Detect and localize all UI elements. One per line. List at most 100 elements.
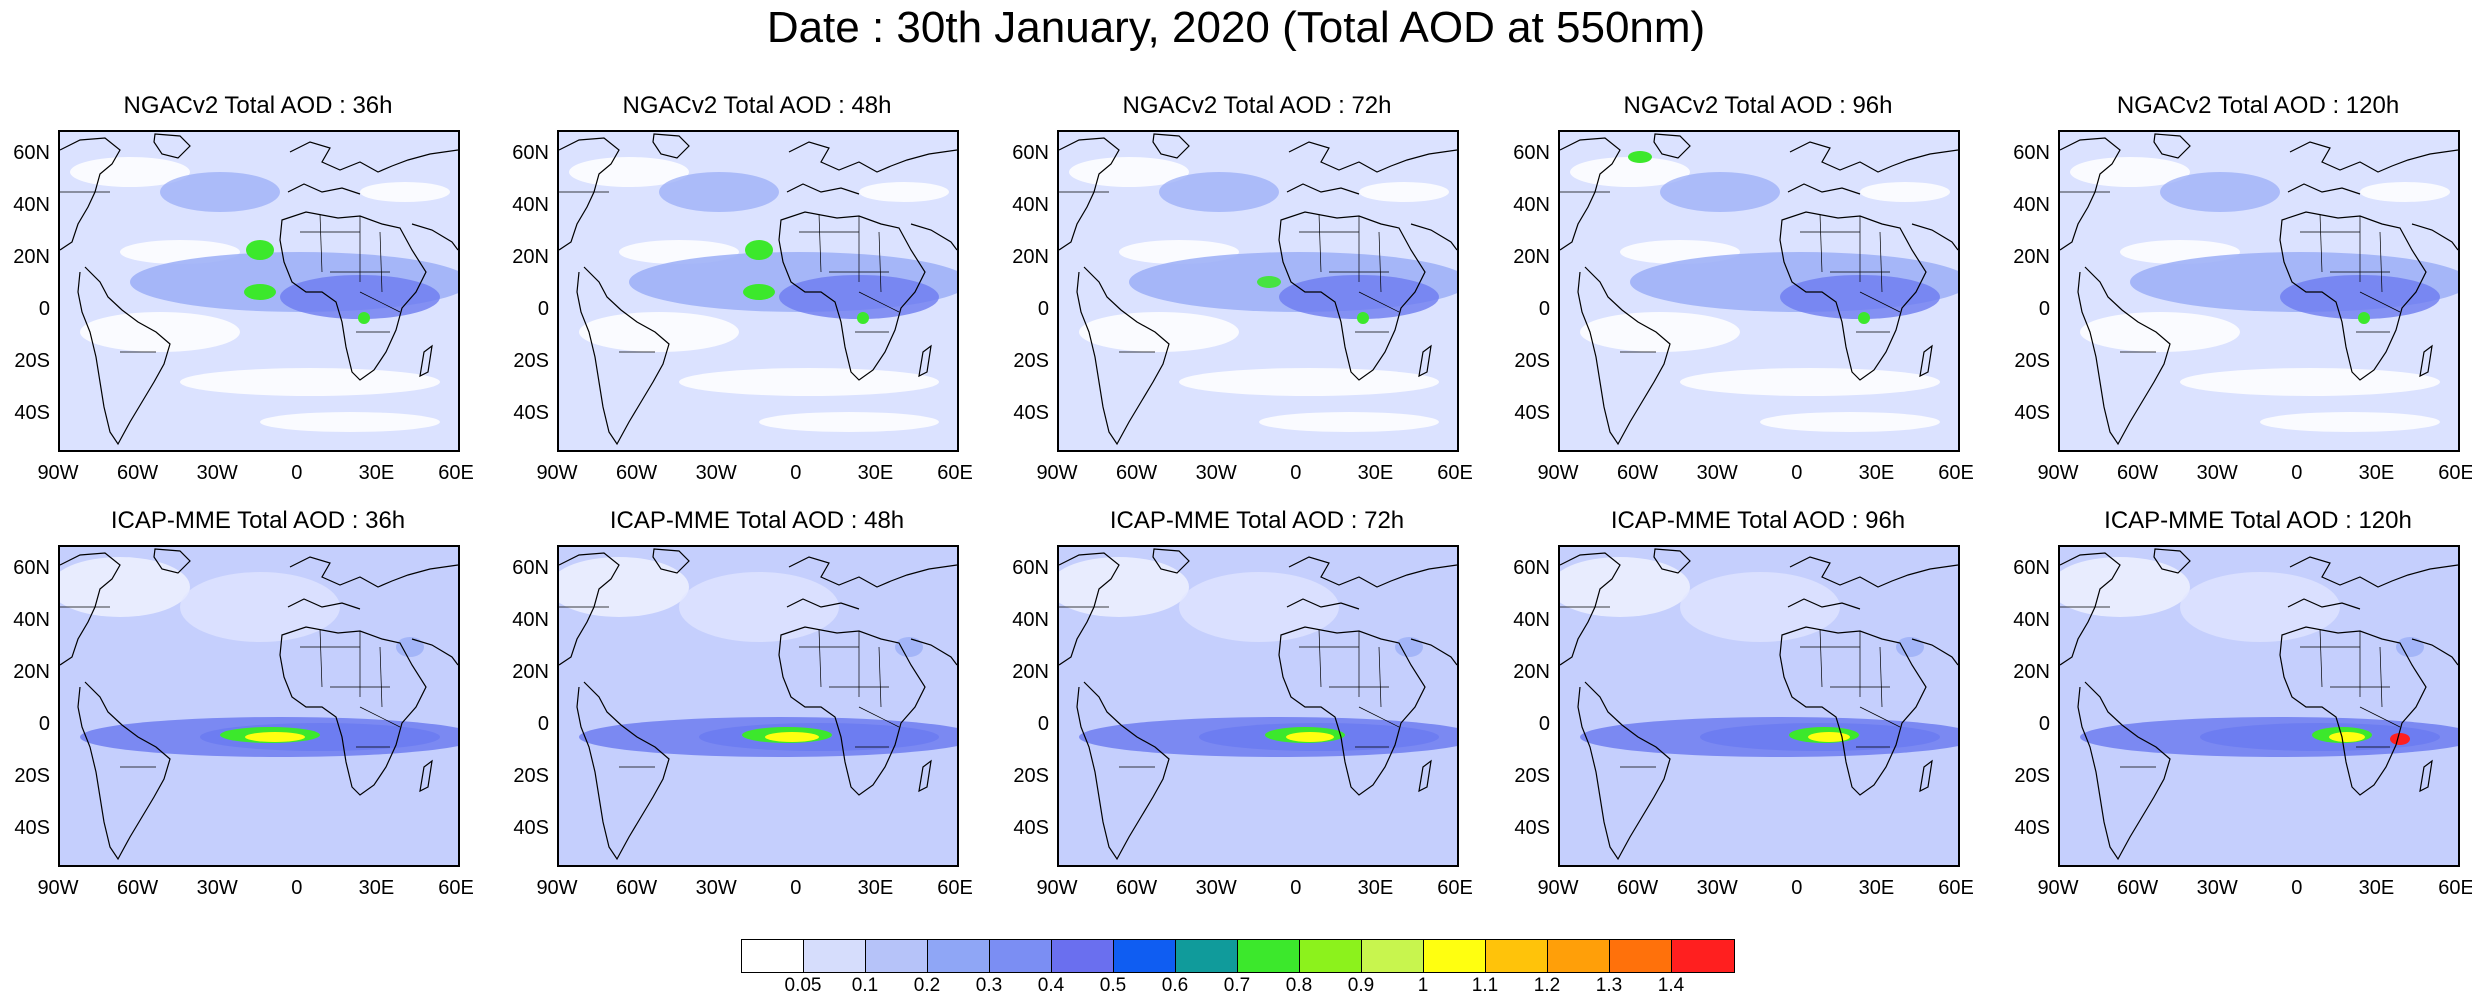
lat-tick-label: 40S [1514,817,1550,839]
lat-tick-label: 60N [13,142,50,164]
lon-tick-label: 30W [2196,462,2238,484]
colorbar-swatch [1238,940,1300,972]
colorbar-tick-label: 1 [1417,975,1429,996]
lon-tick-label: 30W [695,462,737,484]
lat-tick-label: 20N [512,661,549,683]
colorbar-swatch [804,940,866,972]
colorbar-swatch [866,940,928,972]
lon-tick-label: 90W [2037,877,2079,899]
lon-tick-label: 0 [2291,877,2303,899]
lat-tick-label: 60N [1012,557,1049,579]
lon-tick-label: 0 [1290,877,1302,899]
lat-tick-label: 60N [2013,557,2050,579]
lat-tick-label: 20S [14,765,50,787]
lon-tick-label: 30E [358,877,395,899]
lat-tick-label: 20S [1013,765,1049,787]
colorbar-tick-label: 1.2 [1533,975,1561,996]
lat-tick-label: 20N [1012,661,1049,683]
lon-tick-label: 60W [1617,877,1659,899]
lat-tick-label: 0 [1538,713,1550,735]
lon-tick-label: 30E [1858,462,1895,484]
lon-tick-label: 30W [196,462,238,484]
lat-tick-label: 20S [513,350,549,372]
lat-tick-label: 20S [1514,350,1550,372]
lon-tick-label: 30W [1696,877,1738,899]
colorbar-tick-label: 0.8 [1285,975,1313,996]
lon-tick-label: 90W [1036,877,1078,899]
panel-title: ICAP-MME Total AOD : 36h [110,507,406,534]
lon-tick-label: 60W [616,877,658,899]
colorbar-swatch [1610,940,1672,972]
lat-tick-label: 20N [13,661,50,683]
aod-map [58,545,460,867]
lat-tick-label: 40S [513,817,549,839]
lat-tick-label: 20S [2014,350,2050,372]
lon-tick-label: 60W [1116,462,1158,484]
aod-map [557,130,959,452]
lon-tick-label: 30E [857,877,894,899]
colorbar-swatch [1114,940,1176,972]
aod-map [1057,130,1459,452]
lon-tick-label: 60E [1938,877,1974,899]
lon-tick-label: 30W [1195,462,1237,484]
lon-tick-label: 30W [695,877,737,899]
lat-tick-label: 40N [512,609,549,631]
lat-tick-label: 40N [13,194,50,216]
lat-tick-label: 40N [1012,609,1049,631]
colorbar-swatch [742,940,804,972]
lon-tick-label: 30E [1357,877,1394,899]
panel-title: ICAP-MME Total AOD : 96h [1610,507,1906,534]
lat-tick-label: 20N [2013,661,2050,683]
lat-tick-label: 40N [512,194,549,216]
colorbar-swatch [928,940,990,972]
panel-title: NGACv2 Total AOD : 96h [1623,92,1893,119]
panel-title: NGACv2 Total AOD : 36h [123,92,393,119]
lon-tick-label: 60W [1116,877,1158,899]
lat-tick-label: 20N [2013,246,2050,268]
lat-tick-label: 20S [513,765,549,787]
colorbar-tick-label: 1.1 [1471,975,1499,996]
lat-tick-label: 20N [1513,661,1550,683]
lat-tick-label: 40S [1514,402,1550,424]
lat-tick-label: 60N [1513,557,1550,579]
lat-tick-label: 20S [1013,350,1049,372]
lon-tick-label: 0 [790,462,802,484]
colorbar-tick-label: 0.7 [1223,975,1251,996]
lon-tick-label: 90W [1537,877,1579,899]
lat-tick-label: 0 [2038,298,2050,320]
lon-tick-label: 30E [2358,462,2395,484]
lat-tick-label: 40N [13,609,50,631]
colorbar-tick-label: 0.3 [975,975,1003,996]
lon-tick-label: 30E [857,462,894,484]
lat-tick-label: 0 [1538,298,1550,320]
lat-tick-label: 0 [537,713,549,735]
lat-tick-label: 20N [512,246,549,268]
lon-tick-label: 90W [1036,462,1078,484]
lon-tick-label: 0 [2291,462,2303,484]
lon-tick-label: 90W [536,877,578,899]
lon-tick-label: 60W [2117,462,2159,484]
lon-tick-label: 60W [2117,877,2159,899]
lat-tick-label: 40S [14,402,50,424]
colorbar-swatch [1672,940,1734,972]
aod-map [1558,545,1960,867]
lat-tick-label: 20S [1514,765,1550,787]
lon-tick-label: 60E [937,462,973,484]
lat-tick-label: 40S [2014,402,2050,424]
lat-tick-label: 40N [1513,609,1550,631]
panel-title: ICAP-MME Total AOD : 120h [2104,507,2412,534]
colorbar-tick-label: 0.1 [851,975,879,996]
aod-map [58,130,460,452]
lon-tick-label: 30W [196,877,238,899]
lon-tick-label: 60W [616,462,658,484]
lon-tick-label: 0 [1791,877,1803,899]
colorbar-tick-label: 1.4 [1657,975,1685,996]
lat-tick-label: 0 [1037,298,1049,320]
lon-tick-label: 90W [37,462,79,484]
lon-tick-label: 90W [536,462,578,484]
figure-title: Date : 30th January, 2020 (Total AOD at … [766,3,1706,52]
lat-tick-label: 20N [1513,246,1550,268]
colorbar-swatch [1176,940,1238,972]
lat-tick-label: 0 [38,298,50,320]
lon-tick-label: 30E [2358,877,2395,899]
